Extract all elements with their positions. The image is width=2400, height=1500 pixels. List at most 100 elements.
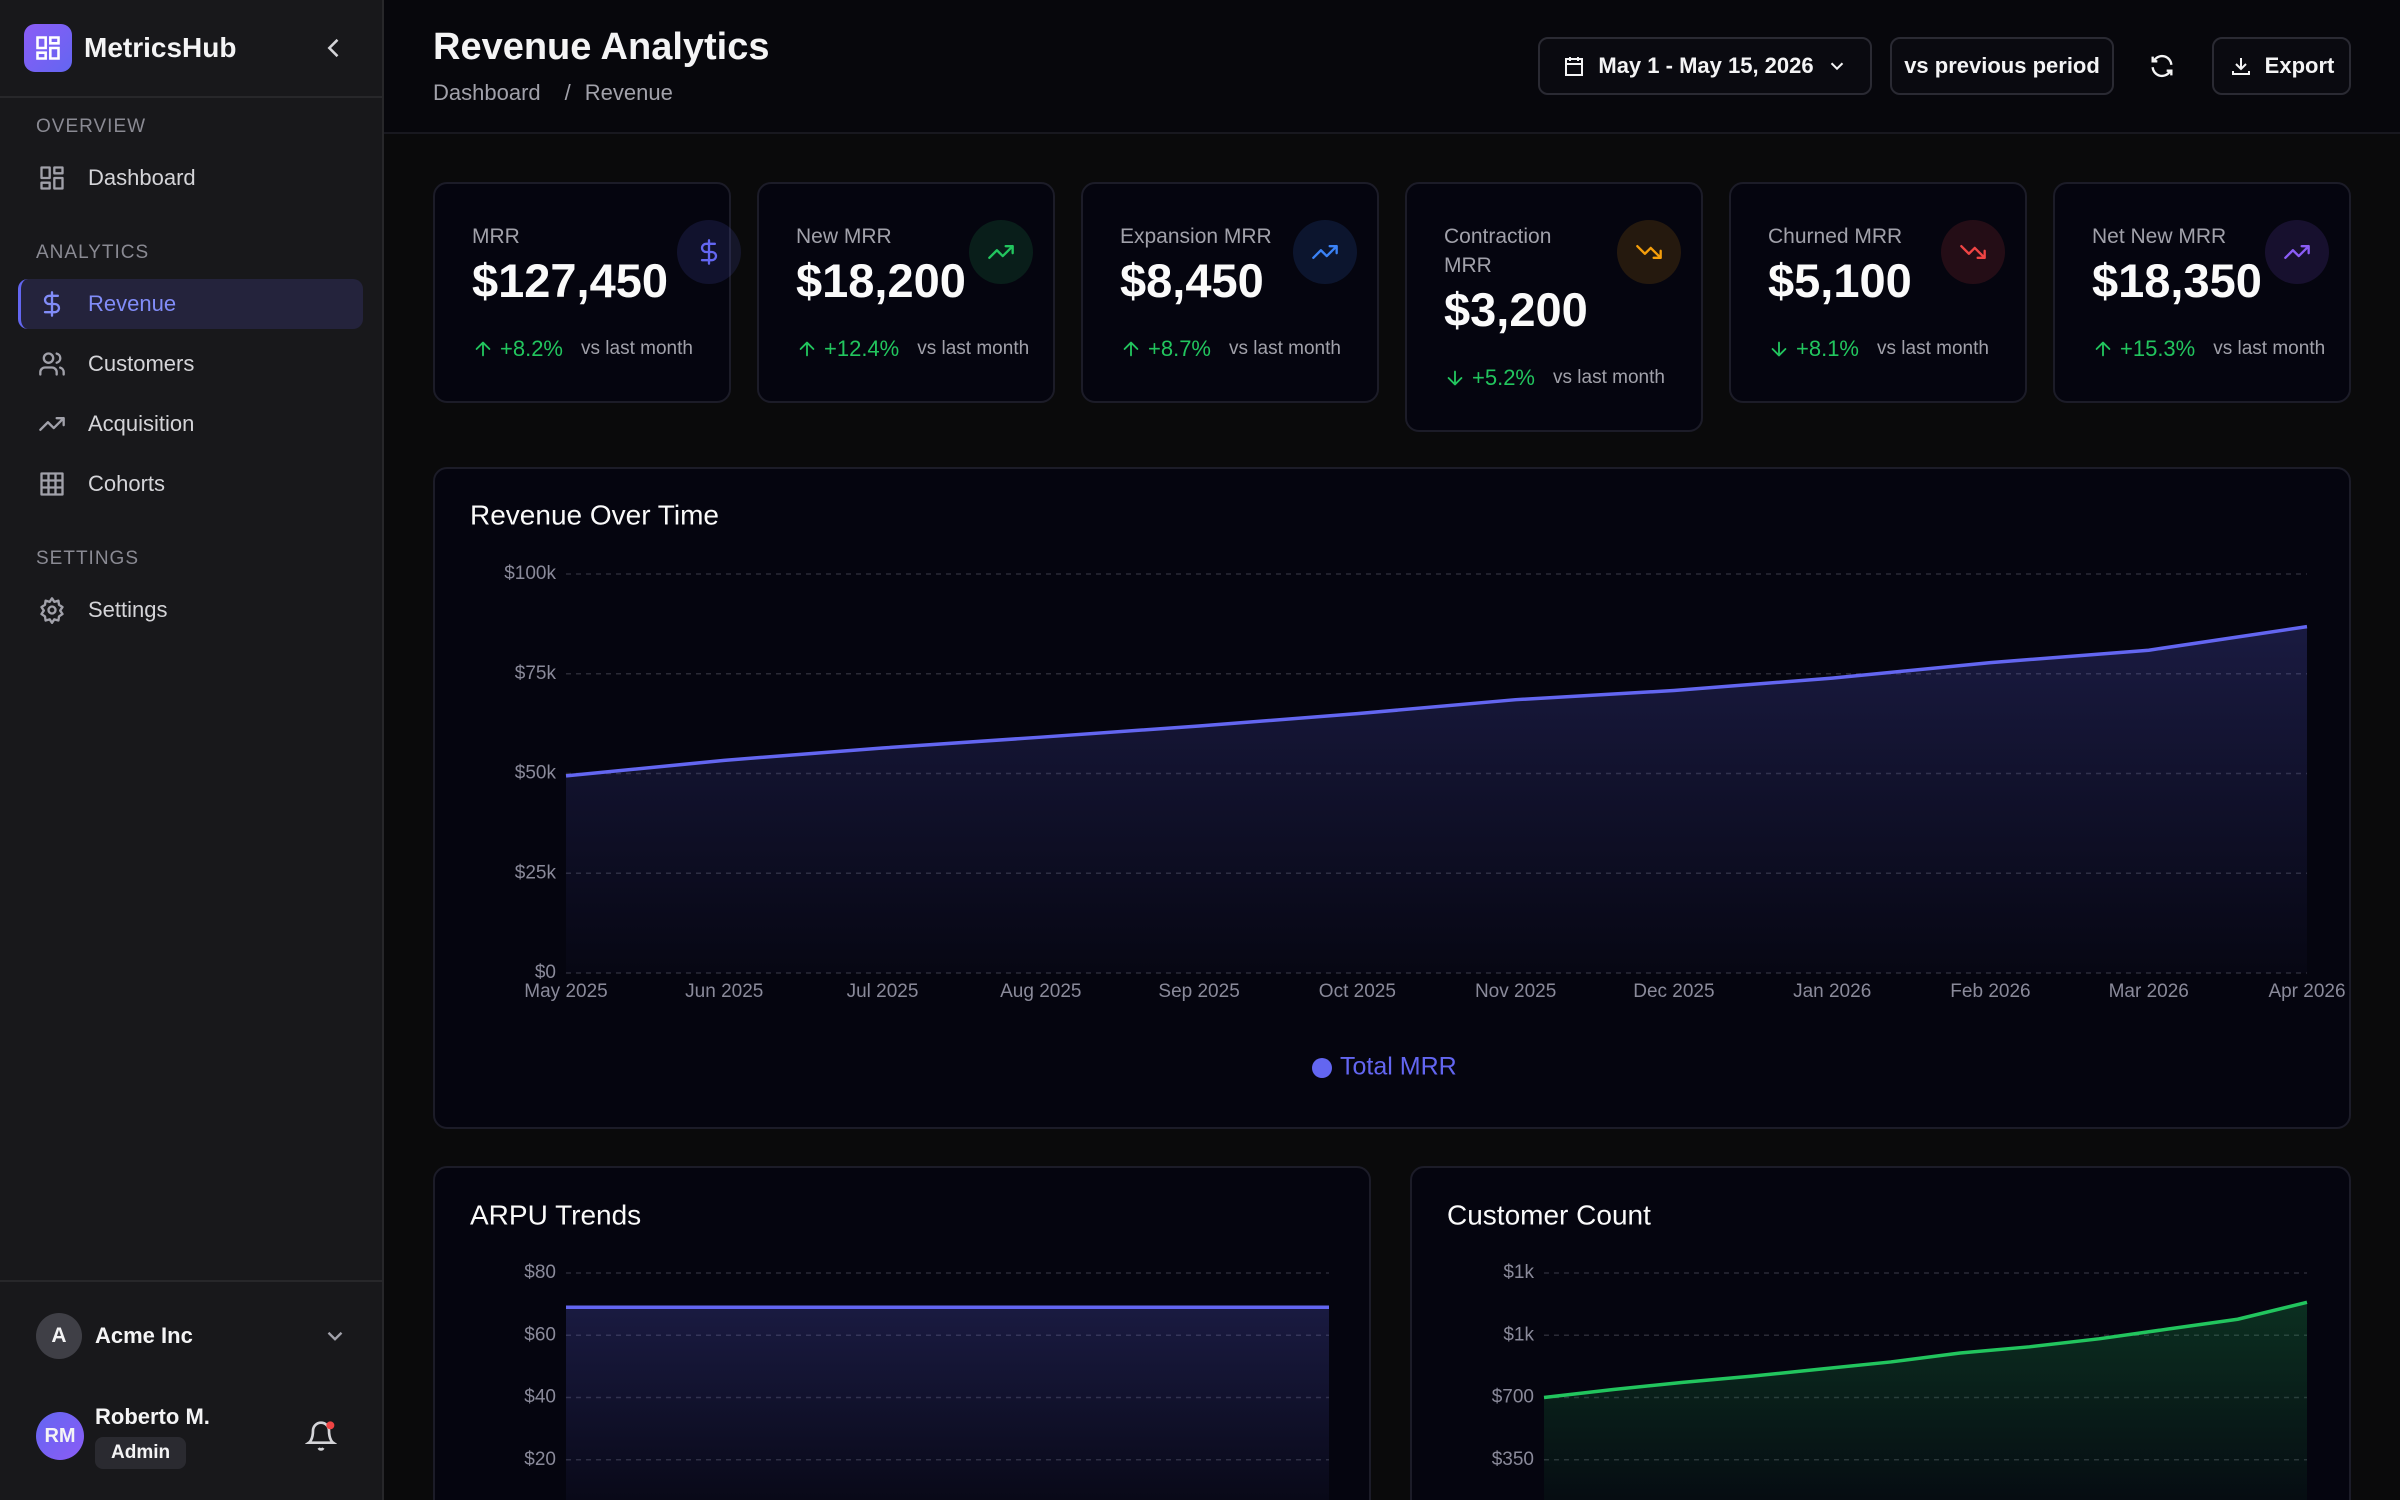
nav-section-label: SETTINGS <box>36 548 140 569</box>
kpi-arrow <box>1447 370 1463 386</box>
kpi-value: $8,450 <box>1120 254 1264 307</box>
nav-item[interactable]: Settings <box>18 585 363 635</box>
refresh-button[interactable] <box>2148 52 2176 80</box>
kpi-icon-glyph <box>700 239 718 265</box>
kpi-change-value: +8.1% <box>1796 336 1859 361</box>
export-button[interactable]: Export <box>2212 37 2351 95</box>
nav-item[interactable]: Revenue <box>18 279 363 329</box>
kpi-arrow-path <box>1447 370 1463 386</box>
kpi-card: Net New MRR $18,350 +15.3% vs last month <box>2053 182 2351 403</box>
nav-icon <box>39 417 65 431</box>
kpi-card: MRR $127,450 +8.2% vs last month <box>433 182 741 403</box>
nav-icon <box>40 166 64 190</box>
kpi-label: Expansion MRR <box>1120 225 1272 248</box>
chevron-icon <box>1830 62 1843 71</box>
kpi-card: Contraction MRR $3,200 +5.2% vs last month <box>1405 182 1703 432</box>
logo-icon <box>36 36 60 60</box>
nav-item[interactable]: Acquisition <box>18 399 363 449</box>
kpi-label: New MRR <box>796 225 892 248</box>
kpi-label: MRR <box>472 225 520 248</box>
kpi-note: vs last month <box>1877 338 1989 359</box>
kpi-note: vs last month <box>581 338 693 359</box>
page-title: Revenue Analytics <box>433 26 770 68</box>
kpi-value: $18,200 <box>796 254 966 307</box>
breadcrumb-separator: / <box>564 80 571 105</box>
kpi-change: +8.2% vs last month <box>472 333 729 365</box>
nav-section-label: ANALYTICS <box>36 242 150 263</box>
kpi-icon-glyph-path <box>988 245 1014 259</box>
kpi-arrow-path <box>1771 341 1787 357</box>
kpi-icon-glyph <box>988 245 1014 259</box>
nav-item-label: Customers <box>88 351 195 376</box>
calendar-icon <box>1565 57 1584 76</box>
breadcrumb-item[interactable]: Dashboard <box>433 80 541 105</box>
kpi-change: +15.3% vs last month <box>2092 333 2349 365</box>
nav-icon-path <box>40 597 64 624</box>
kpi-icon-glyph-path <box>1636 245 1662 259</box>
kpi-icon-glyph-path <box>1960 245 1986 259</box>
nav-icon-path <box>39 352 65 376</box>
collapse-button[interactable] <box>320 34 348 62</box>
kpi-card: New MRR $18,200 +12.4% vs last month <box>757 182 1055 403</box>
nav-icon-path <box>40 166 64 190</box>
nav-icon <box>39 352 65 376</box>
kpi-arrow-path <box>799 341 815 357</box>
sidebar: MetricsHub OVERVIEW Dashboard ANALYTICS Rev… <box>0 0 384 1500</box>
nav-item-label: Dashboard <box>88 165 196 190</box>
kpi-change: +8.7% vs last month <box>1120 333 1377 365</box>
notifications[interactable] <box>305 1420 337 1452</box>
kpi-note: vs last month <box>2213 338 2326 359</box>
kpi-arrow-path <box>1123 341 1139 357</box>
kpi-change: +8.1% vs last month <box>1768 333 2025 365</box>
nav-icon <box>40 597 64 624</box>
divider <box>0 96 382 98</box>
nav-item[interactable]: Cohorts <box>18 459 363 509</box>
logo <box>24 24 72 72</box>
nav-icon <box>40 472 64 496</box>
kpi-note: vs last month <box>917 338 1030 359</box>
nav-icon-path <box>40 472 64 496</box>
export-label: Export <box>2264 53 2335 78</box>
workspace-name[interactable]: Acme Inc <box>95 1323 193 1348</box>
kpi-label: Net New MRR <box>2092 225 2227 248</box>
kpi-arrow <box>475 341 491 357</box>
compare-label: vs previous period <box>1904 53 2100 78</box>
user-name: Roberto M. <box>95 1404 210 1429</box>
kpi-arrow <box>2095 341 2111 357</box>
breadcrumb-item: Revenue <box>584 80 673 105</box>
nav-item-label: Acquisition <box>88 411 195 436</box>
user-role: Admin <box>95 1437 187 1469</box>
workspace-chevron[interactable] <box>322 1323 348 1349</box>
header: Revenue Analytics Dashboard / Revenue Ma… <box>384 0 2400 134</box>
kpi-value: $18,350 <box>2092 254 2262 307</box>
kpi-icon-glyph <box>1636 245 1662 259</box>
kpi-card: Churned MRR $5,100 +8.1% vs last month <box>1729 182 2027 403</box>
kpi-change-value: +8.7% <box>1148 336 1211 361</box>
kpi-icon-glyph-path <box>700 239 718 265</box>
kpi-card: Expansion MRR $8,450 +8.7% vs last month <box>1081 182 1379 403</box>
kpi-change-value: +5.2% <box>1472 365 1535 390</box>
kpi-value: $3,200 <box>1444 283 1588 336</box>
kpi-arrow <box>799 341 815 357</box>
date-range-button[interactable]: May 1 - May 15, 2026 <box>1538 37 1872 95</box>
kpi-icon <box>1293 220 1357 284</box>
kpi-arrow <box>1771 341 1787 357</box>
nav-item-label: Settings <box>88 597 168 622</box>
kpi-icon-glyph <box>1312 245 1338 259</box>
nav-item[interactable]: Dashboard <box>18 153 363 203</box>
kpi-value: $5,100 <box>1768 254 1912 307</box>
nav-item[interactable]: Customers <box>18 339 363 389</box>
kpi-arrow-path <box>2095 341 2111 357</box>
brand: MetricsHub <box>84 32 237 63</box>
kpi-icon <box>969 220 1033 284</box>
kpi-change: +12.4% vs last month <box>796 333 1053 365</box>
kpi-arrow-path <box>475 341 491 357</box>
kpi-icon <box>1941 220 2005 284</box>
compare-button[interactable]: vs previous period <box>1890 37 2114 95</box>
nav-icon-path <box>39 417 65 431</box>
kpi-value: $127,450 <box>472 254 669 307</box>
kpi-arrow <box>1123 341 1139 357</box>
